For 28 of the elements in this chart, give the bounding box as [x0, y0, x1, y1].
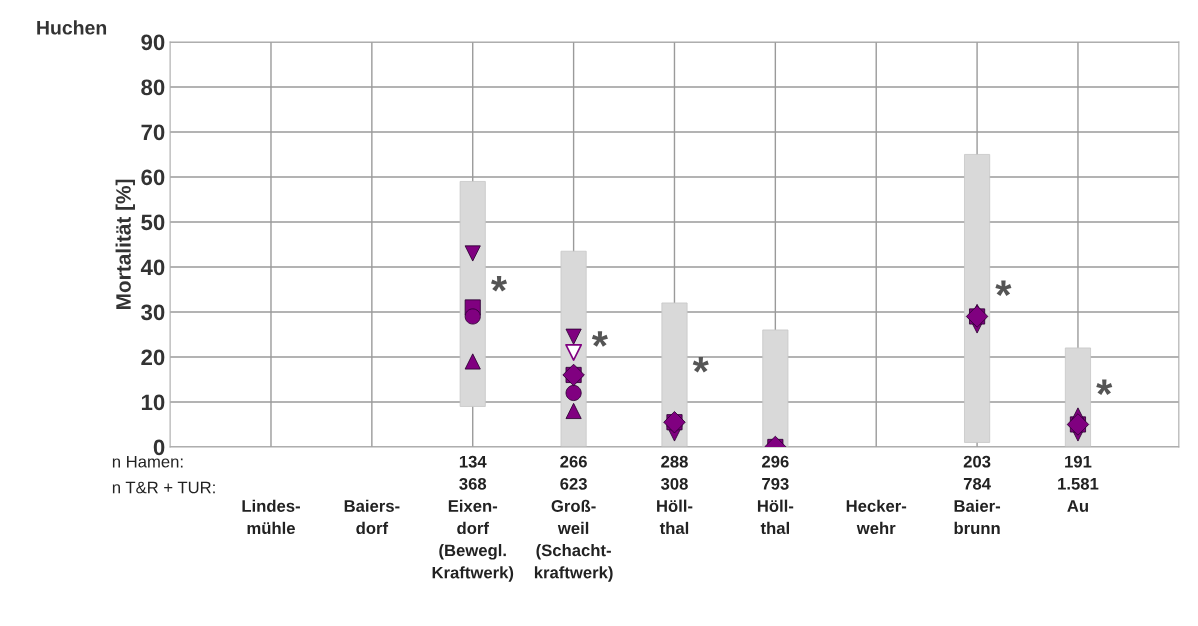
- y-tick-label: 90: [141, 34, 165, 51]
- x-tick-label: Lindes- mühle: [242, 499, 300, 535]
- data-label: *: [491, 276, 508, 292]
- data-label: *: [591, 331, 608, 347]
- x-tick-label: 266 623 Groß- weil (Schacht- kraftwerk): [534, 455, 613, 582]
- data-label: *: [1096, 379, 1113, 396]
- y-tick-label: 20: [141, 349, 165, 366]
- text: n T&R + TUR:: [112, 481, 215, 494]
- y-tick-label: 80: [141, 79, 165, 96]
- y-tick-label: 0: [153, 439, 165, 456]
- x-tick-label: Baiers- dorf: [344, 499, 400, 535]
- y-tick-label: 70: [141, 124, 165, 141]
- x-tick-label: 288 308 Höll- thal: [657, 455, 693, 535]
- x-tick-label: 191 1.581 Au: [1058, 455, 1099, 512]
- y-tick-label: 30: [141, 304, 165, 321]
- y-tick-label: 50: [141, 214, 165, 231]
- data-label: *: [692, 357, 709, 373]
- x-tick-label: 296 793 Höll- thal: [757, 455, 794, 535]
- x-tick-label: 134 368 Eixen- dorf (Bewegl. Kraftwerk): [432, 455, 514, 582]
- y-tick-label: 10: [141, 394, 165, 411]
- y-tick-label: 40: [140, 259, 165, 276]
- x-tick-label: 203 784 Baier- brunn: [954, 455, 1001, 535]
- data-label: *: [995, 280, 1012, 297]
- text: n Hamen:: [112, 455, 183, 468]
- y-tick-label: 60: [141, 169, 165, 186]
- x-tick-label: Hecker- wehr: [846, 499, 907, 535]
- y-axis-title: Mortalität [%]: [115, 179, 135, 310]
- chart-title: Huchen: [37, 20, 107, 35]
